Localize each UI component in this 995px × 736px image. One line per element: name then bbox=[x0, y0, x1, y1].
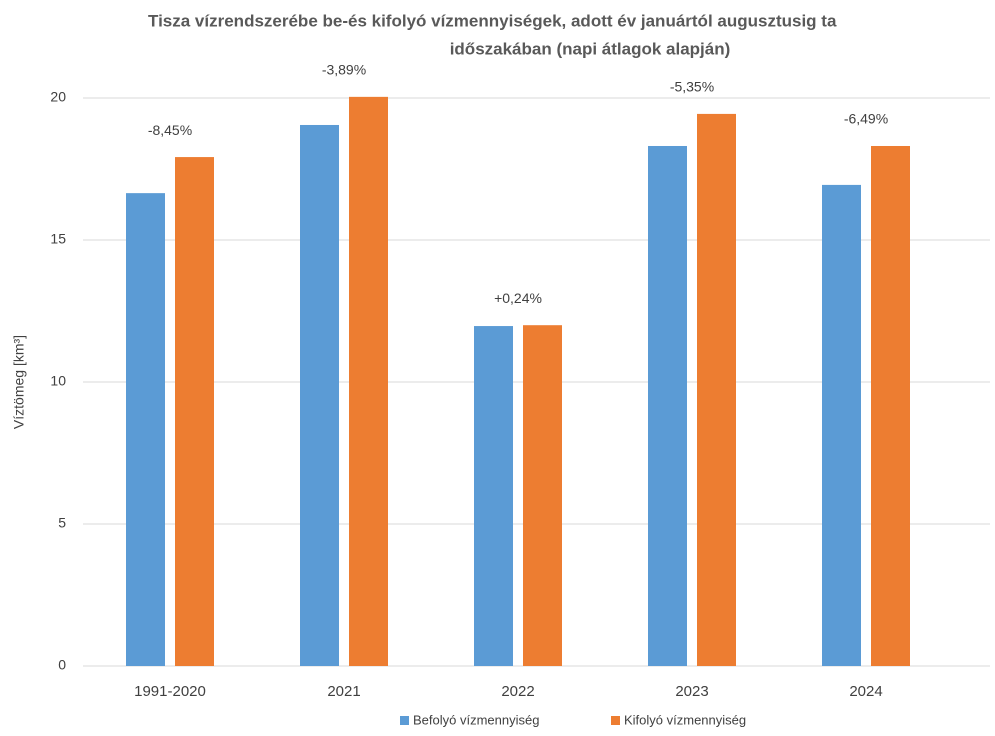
legend-label: Befolyó vízmennyiség bbox=[413, 712, 539, 727]
bar bbox=[697, 113, 736, 667]
annotation: -3,89% bbox=[322, 62, 366, 78]
bar bbox=[175, 157, 214, 666]
bar bbox=[648, 145, 687, 667]
y-tick-label: 15 bbox=[50, 231, 66, 247]
legend-label: Kifolyó vízmennyiség bbox=[624, 712, 746, 727]
annotation: -8,45% bbox=[148, 122, 192, 138]
bar bbox=[300, 124, 339, 667]
y-tick-label: 10 bbox=[50, 373, 66, 389]
bar bbox=[474, 326, 513, 666]
chart-title: Tisza vízrendszerébe be-és kifolyó vízme… bbox=[148, 11, 837, 30]
y-tick-label: 5 bbox=[58, 515, 66, 531]
bar bbox=[822, 184, 861, 667]
annotation: +0,24% bbox=[494, 290, 542, 306]
x-tick-label: 2024 bbox=[849, 683, 882, 700]
annotation: -5,35% bbox=[670, 79, 714, 95]
chart-title: időszakában (napi átlagok alapján) bbox=[450, 39, 731, 58]
annotation: -6,49% bbox=[844, 111, 888, 127]
bar bbox=[349, 96, 388, 666]
legend-swatch bbox=[400, 716, 409, 725]
bar bbox=[523, 325, 562, 666]
x-tick-label: 2021 bbox=[327, 683, 360, 700]
x-tick-label: 2023 bbox=[675, 683, 708, 700]
x-tick-label: 1991-2020 bbox=[134, 683, 206, 700]
legend-swatch bbox=[611, 716, 620, 725]
y-axis-label: Víztömeg [km³] bbox=[11, 335, 27, 429]
y-tick-label: 20 bbox=[50, 89, 66, 105]
y-tick-label: 0 bbox=[58, 657, 66, 673]
x-tick-label: 2022 bbox=[501, 683, 534, 700]
bar bbox=[871, 145, 910, 667]
bar bbox=[126, 193, 165, 666]
